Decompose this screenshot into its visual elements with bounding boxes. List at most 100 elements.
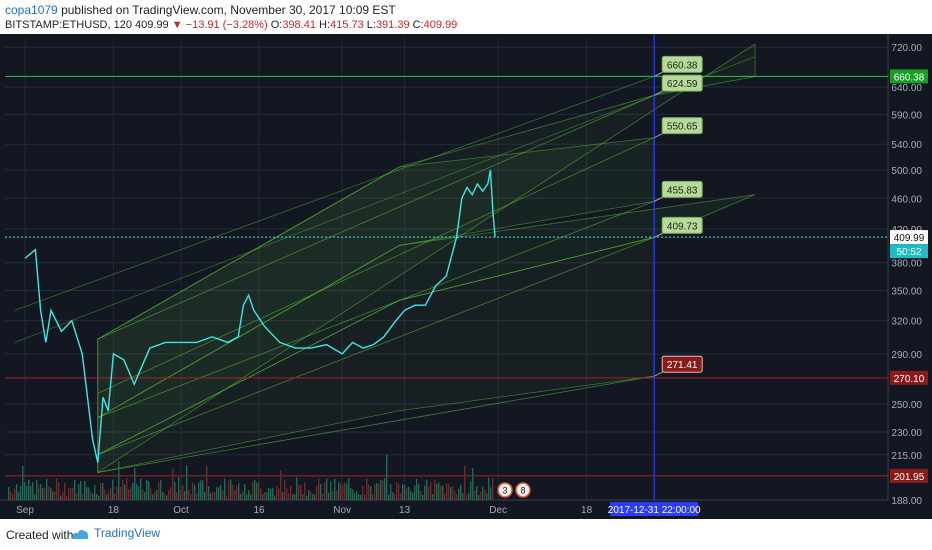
volume-bar <box>310 491 312 500</box>
volume-bar <box>154 491 156 500</box>
tradingview-link[interactable]: TradingView <box>70 526 160 540</box>
volume-bar <box>136 483 138 500</box>
volume-bar <box>370 486 372 500</box>
target-label-box <box>661 180 703 198</box>
target-label-text: 660.38 <box>667 60 698 71</box>
volume-bar <box>386 455 388 500</box>
change-value: −13.91 (−3.28%) <box>185 19 268 31</box>
volume-bar <box>350 488 352 500</box>
open-label: O: <box>270 19 283 31</box>
price-tag-box <box>890 69 928 84</box>
volume-bar <box>106 494 108 500</box>
ohlc-legend: BITSTAMP:ETHUSD, 120 409.99 ▼ −13.91 (−3… <box>5 19 457 31</box>
event-badge <box>497 482 513 498</box>
volume-bar <box>278 488 280 500</box>
y-tick-label: 230.00 <box>891 428 922 439</box>
volume-bar <box>378 484 380 500</box>
volume-bar <box>138 486 140 500</box>
volume-bar <box>144 491 146 500</box>
volume-bar <box>282 491 284 500</box>
volume-bar <box>422 494 424 500</box>
fan-ray <box>14 56 756 343</box>
volume-bar <box>204 491 206 500</box>
volume-bar <box>432 494 434 500</box>
tradingview-logo-icon <box>72 529 89 539</box>
volume-bar <box>66 495 68 500</box>
price-chart[interactable]: 660.38 624.59 550.65 455.83 409.73 271.41 3 8 72… <box>0 34 932 519</box>
volume-bar <box>164 493 166 500</box>
price-tag-text: 270.10 <box>894 374 925 385</box>
volume-bar <box>100 482 102 500</box>
volume-bar <box>216 487 218 500</box>
footer: Created with TradingView <box>0 519 932 550</box>
tradingview-brand: TradingView <box>94 526 161 540</box>
volume-bar <box>150 488 152 500</box>
target-label-box <box>661 216 703 234</box>
volume-bar <box>178 477 180 500</box>
volume-bar <box>192 482 194 500</box>
volume-bar <box>218 487 220 500</box>
volume-bar <box>180 490 182 500</box>
volume-bar <box>18 491 20 500</box>
volume-bar <box>364 494 366 500</box>
volume-bar <box>46 478 48 500</box>
volume-bar <box>294 494 296 500</box>
volume-bar <box>52 491 54 500</box>
volume-bar <box>402 483 404 500</box>
chart-canvas[interactable]: 660.38 624.59 550.65 455.83 409.73 271.41 3 8 72… <box>0 34 932 519</box>
volume-bar <box>322 493 324 500</box>
volume-bar <box>86 487 88 500</box>
volume-bar <box>466 495 468 500</box>
volume-bar <box>406 488 408 500</box>
author-link[interactable]: copa1079 <box>5 3 58 17</box>
volume-bar <box>10 491 12 500</box>
volume-bar <box>256 482 258 500</box>
volume-bar <box>476 486 478 500</box>
volume-bar <box>290 485 292 500</box>
volume-bar <box>232 484 234 500</box>
volume-bar <box>332 491 334 500</box>
volume-bar <box>260 488 262 500</box>
volume-bar <box>152 494 154 500</box>
volume-bar <box>156 490 158 500</box>
volume-bar <box>142 488 144 500</box>
volume-bar <box>384 478 386 500</box>
volume-bar <box>348 478 350 500</box>
volume-bar <box>430 482 432 500</box>
volume-bar <box>280 470 282 500</box>
volume-bar <box>224 478 226 500</box>
volume-bar <box>440 485 442 500</box>
volume-bar <box>434 479 436 500</box>
volume-bar <box>20 485 22 500</box>
volume-bar <box>88 487 90 500</box>
volume-bar <box>228 480 230 500</box>
fan-ray <box>97 137 655 394</box>
volume-bar <box>436 483 438 500</box>
volume-bar <box>338 482 340 500</box>
published-text: published on TradingView.com, November 3… <box>61 3 396 17</box>
low-label: L: <box>366 19 376 31</box>
volume-bar <box>198 482 200 500</box>
volume-bar <box>208 486 210 500</box>
volume-bar <box>128 488 130 500</box>
volume-bar <box>298 484 300 500</box>
volume-bar <box>230 479 232 500</box>
volume-bar <box>8 487 10 500</box>
volume-bar <box>54 491 56 500</box>
volume-bar <box>104 489 106 500</box>
volume-bar <box>388 494 390 500</box>
volume-bar <box>146 479 148 500</box>
publication-info: copa1079 published on TradingView.com, N… <box>5 3 396 17</box>
volume-bar <box>124 484 126 500</box>
volume-bar <box>442 485 444 500</box>
countdown-tag <box>890 244 928 259</box>
volume-bar <box>44 488 46 500</box>
volume-bar <box>162 491 164 500</box>
volume-bar <box>116 487 118 500</box>
volume-bar <box>354 493 356 500</box>
y-tick-label: 350.00 <box>891 286 922 297</box>
volume-bar <box>172 468 174 500</box>
volume-bar <box>252 481 254 500</box>
y-tick-label: 640.00 <box>891 83 922 94</box>
volume-bar <box>112 479 114 500</box>
